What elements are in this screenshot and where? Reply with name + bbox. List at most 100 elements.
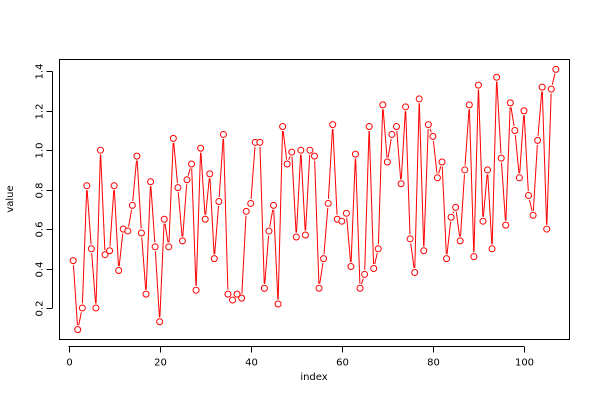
data-point	[329, 121, 337, 129]
series-line-segment	[438, 166, 442, 174]
series-line-segment	[374, 253, 378, 265]
data-point	[429, 132, 437, 140]
data-point	[78, 304, 86, 312]
series-line-segment	[468, 109, 475, 253]
series-line-segment	[145, 186, 151, 290]
data-point	[447, 213, 455, 221]
series-line-segment	[414, 103, 420, 268]
data-point	[142, 290, 150, 298]
data-point	[87, 245, 95, 253]
data-point	[538, 83, 546, 91]
series-line-segment	[182, 184, 188, 237]
series-line-segment	[382, 109, 388, 158]
series-line-segment	[355, 158, 361, 284]
data-point	[461, 166, 469, 174]
data-point	[374, 245, 382, 253]
series-line-segment	[282, 130, 288, 160]
series-line-segment	[546, 93, 552, 225]
series-line-segment	[113, 190, 119, 267]
series-line-segment	[418, 103, 425, 247]
series-line-segment	[314, 160, 320, 284]
data-point	[292, 233, 300, 241]
data-point	[201, 215, 209, 223]
data-point	[420, 247, 428, 255]
data-point	[497, 154, 505, 162]
data-point	[83, 182, 91, 190]
series-line-segment	[81, 190, 88, 304]
series-line-segment	[482, 174, 488, 217]
series-line-segment	[478, 89, 484, 217]
data-point	[397, 180, 405, 188]
data-point	[242, 207, 250, 215]
data-point	[165, 243, 173, 251]
series-line-segment	[532, 144, 538, 211]
data-point	[433, 174, 441, 182]
series-line-segment	[95, 154, 101, 304]
series-line-segment	[128, 209, 133, 227]
series-line-segment	[259, 146, 265, 284]
data-point	[438, 158, 446, 166]
series-line-segment	[150, 186, 156, 243]
data-point	[270, 201, 278, 209]
data-point	[552, 65, 560, 73]
series-line-segment	[305, 154, 311, 231]
series-line-segment	[277, 131, 284, 300]
series-line-segment	[300, 154, 306, 231]
series-line-segment	[273, 209, 279, 300]
data-point	[156, 318, 164, 326]
series-line-segment	[195, 152, 202, 286]
y-tick-label: 1.0	[35, 143, 46, 159]
data-point	[183, 176, 191, 184]
y-axis-title: value	[5, 185, 16, 212]
data-point	[147, 178, 155, 186]
data-point	[115, 266, 123, 274]
data-point	[506, 99, 514, 107]
data-point	[370, 265, 378, 273]
series-line-segment	[327, 129, 333, 199]
data-point	[238, 294, 246, 302]
series-line-segment	[191, 168, 197, 286]
series-line-segment	[205, 178, 210, 215]
series-line-segment	[269, 209, 274, 227]
data-point	[274, 300, 282, 308]
series-line-segment	[323, 207, 329, 255]
series-line-segment	[491, 81, 498, 245]
x-tick-label: 40	[245, 358, 258, 369]
series-line-segment	[510, 107, 515, 127]
series-line-segment	[288, 156, 291, 160]
data-point	[169, 134, 177, 142]
data-point	[101, 251, 109, 259]
series-line-segment	[91, 253, 97, 304]
x-tick-label: 20	[154, 358, 167, 369]
data-point	[406, 235, 414, 243]
series-line-segment	[387, 138, 392, 158]
data-point	[511, 126, 519, 134]
data-point	[215, 197, 223, 205]
data-point	[484, 166, 492, 174]
data-point	[74, 326, 82, 334]
data-point	[525, 192, 533, 200]
series-line-segment	[296, 154, 302, 233]
data-point	[342, 209, 350, 217]
data-point	[493, 73, 501, 81]
series-line-segment	[136, 160, 142, 229]
data-point	[465, 101, 473, 109]
series-line-segment	[78, 312, 82, 326]
x-axis: 0 20 40 60 80 100	[66, 346, 534, 369]
data-point	[297, 146, 305, 154]
series-line-segment	[187, 168, 191, 176]
series-line-segment	[505, 107, 511, 221]
data-point	[338, 217, 346, 225]
x-tick-label: 100	[515, 358, 534, 369]
data-point	[106, 247, 114, 255]
series-line-segment	[109, 190, 115, 247]
data-point	[411, 268, 419, 276]
series-line-segment	[168, 142, 174, 243]
data-point	[379, 101, 387, 109]
data-point	[351, 150, 359, 158]
series-line-segment	[173, 142, 178, 184]
series-line-segment	[241, 215, 247, 294]
data-point	[320, 255, 328, 263]
data-point	[415, 95, 423, 103]
